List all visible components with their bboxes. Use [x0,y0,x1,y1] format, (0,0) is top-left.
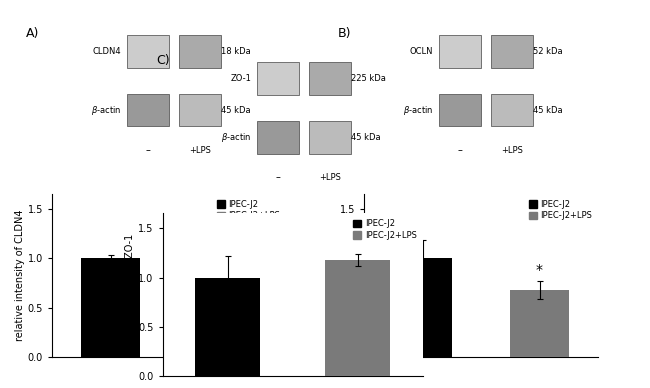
FancyBboxPatch shape [439,35,481,68]
Text: $\beta$-actin: $\beta$-actin [221,131,251,144]
Text: +LPS: +LPS [189,146,211,154]
FancyBboxPatch shape [439,94,481,126]
Text: A): A) [26,27,40,40]
Bar [393,258,452,357]
Legend: IPEC-J2, IPEC-J2+LPS: IPEC-J2, IPEC-J2+LPS [215,198,282,222]
Text: +LPS: +LPS [319,173,341,182]
Text: B): B) [338,27,352,40]
FancyBboxPatch shape [491,94,533,126]
Text: ZO-1: ZO-1 [230,74,251,83]
Text: C): C) [156,54,170,68]
Y-axis label: relative intensity of ZO-1: relative intensity of ZO-1 [125,234,135,356]
Bar [81,258,140,357]
Text: –: – [458,145,463,155]
Text: +LPS: +LPS [501,146,523,154]
Text: –: – [146,145,151,155]
Text: 18 kDa: 18 kDa [221,47,251,56]
FancyBboxPatch shape [127,35,169,68]
Text: –: – [276,172,281,182]
Legend: IPEC-J2, IPEC-J2+LPS: IPEC-J2, IPEC-J2+LPS [352,218,419,241]
Bar [198,246,257,357]
FancyBboxPatch shape [179,94,221,126]
Bar [195,277,260,376]
Y-axis label: relative intensity of OCLN: relative intensity of OCLN [327,213,337,338]
FancyBboxPatch shape [491,35,533,68]
Text: *: * [536,263,543,277]
Text: 52 kDa: 52 kDa [533,47,563,56]
Text: 45 kDa: 45 kDa [221,106,251,115]
Text: OCLN: OCLN [410,47,433,56]
Text: $\beta$-actin: $\beta$-actin [403,104,433,117]
Text: 45 kDa: 45 kDa [533,106,563,115]
Y-axis label: relative intensity of CLDN4: relative intensity of CLDN4 [15,210,25,341]
FancyBboxPatch shape [257,62,299,95]
FancyBboxPatch shape [179,35,221,68]
Legend: IPEC-J2, IPEC-J2+LPS: IPEC-J2, IPEC-J2+LPS [527,198,594,222]
Text: $\beta$-actin: $\beta$-actin [91,104,121,117]
FancyBboxPatch shape [257,121,299,154]
Text: 225 kDa: 225 kDa [351,74,386,83]
FancyBboxPatch shape [309,121,351,154]
Bar [510,290,569,357]
FancyBboxPatch shape [309,62,351,95]
Bar [325,260,390,376]
FancyBboxPatch shape [127,94,169,126]
Text: CLDN4: CLDN4 [92,47,121,56]
Text: 45 kDa: 45 kDa [351,133,381,142]
